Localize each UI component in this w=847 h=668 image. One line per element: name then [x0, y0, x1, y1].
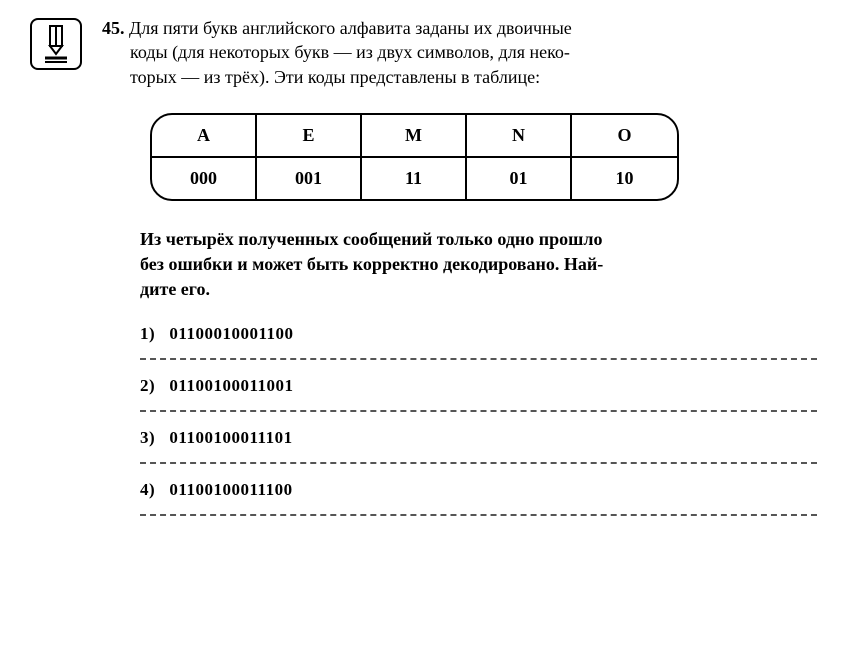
option-number: 4) — [140, 480, 155, 499]
option-code: 01100100011101 — [169, 428, 292, 447]
table-value-cell: 01 — [467, 158, 572, 199]
table-value-cell: 10 — [572, 158, 677, 199]
option-number: 3) — [140, 428, 155, 447]
pencil-write-icon — [30, 18, 82, 70]
option-number: 2) — [140, 376, 155, 395]
text-line: без ошибки и может быть корректно декоди… — [140, 254, 603, 274]
table-header-cell: E — [257, 115, 362, 158]
problem-number: 45. — [102, 18, 125, 38]
option-number: 1) — [140, 324, 155, 343]
option-code: 01100100011100 — [169, 480, 292, 499]
problem-line: коды (для некоторых букв — из двух симво… — [130, 40, 570, 64]
problem-line: Для пяти букв английского алфавита задан… — [129, 18, 572, 38]
table-header-cell: A — [152, 115, 257, 158]
option-item: 3) 01100100011101 — [140, 428, 817, 448]
table-header-cell: M — [362, 115, 467, 158]
option-item: 2) 01100100011001 — [140, 376, 817, 396]
option-item: 1) 01100010001100 — [140, 324, 817, 344]
table-header-row: A E M N O — [152, 115, 677, 158]
text-line: дите его. — [140, 279, 210, 299]
instruction-text: Из четырёх полученных сообщений только о… — [140, 227, 817, 303]
answer-line — [140, 358, 817, 360]
options-list: 1) 01100010001100 2) 01100100011001 3) 0… — [140, 324, 817, 516]
problem-line: торых — из трёх). Эти коды представлены … — [130, 65, 540, 89]
table-header-cell: N — [467, 115, 572, 158]
table-value-cell: 001 — [257, 158, 362, 199]
code-table-container: A E M N O 000 001 11 01 10 — [150, 113, 817, 201]
table-header-cell: O — [572, 115, 677, 158]
answer-line — [140, 514, 817, 516]
code-table: A E M N O 000 001 11 01 10 — [150, 113, 679, 201]
problem-header: 45. Для пяти букв английского алфавита з… — [30, 16, 817, 89]
option-code: 01100010001100 — [169, 324, 293, 343]
problem-statement: 45. Для пяти букв английского алфавита з… — [102, 16, 817, 89]
table-value-cell: 11 — [362, 158, 467, 199]
answer-line — [140, 462, 817, 464]
text-line: Из четырёх полученных сообщений только о… — [140, 229, 602, 249]
answer-line — [140, 410, 817, 412]
table-value-cell: 000 — [152, 158, 257, 199]
option-item: 4) 01100100011100 — [140, 480, 817, 500]
option-code: 01100100011001 — [169, 376, 293, 395]
table-value-row: 000 001 11 01 10 — [152, 158, 677, 199]
